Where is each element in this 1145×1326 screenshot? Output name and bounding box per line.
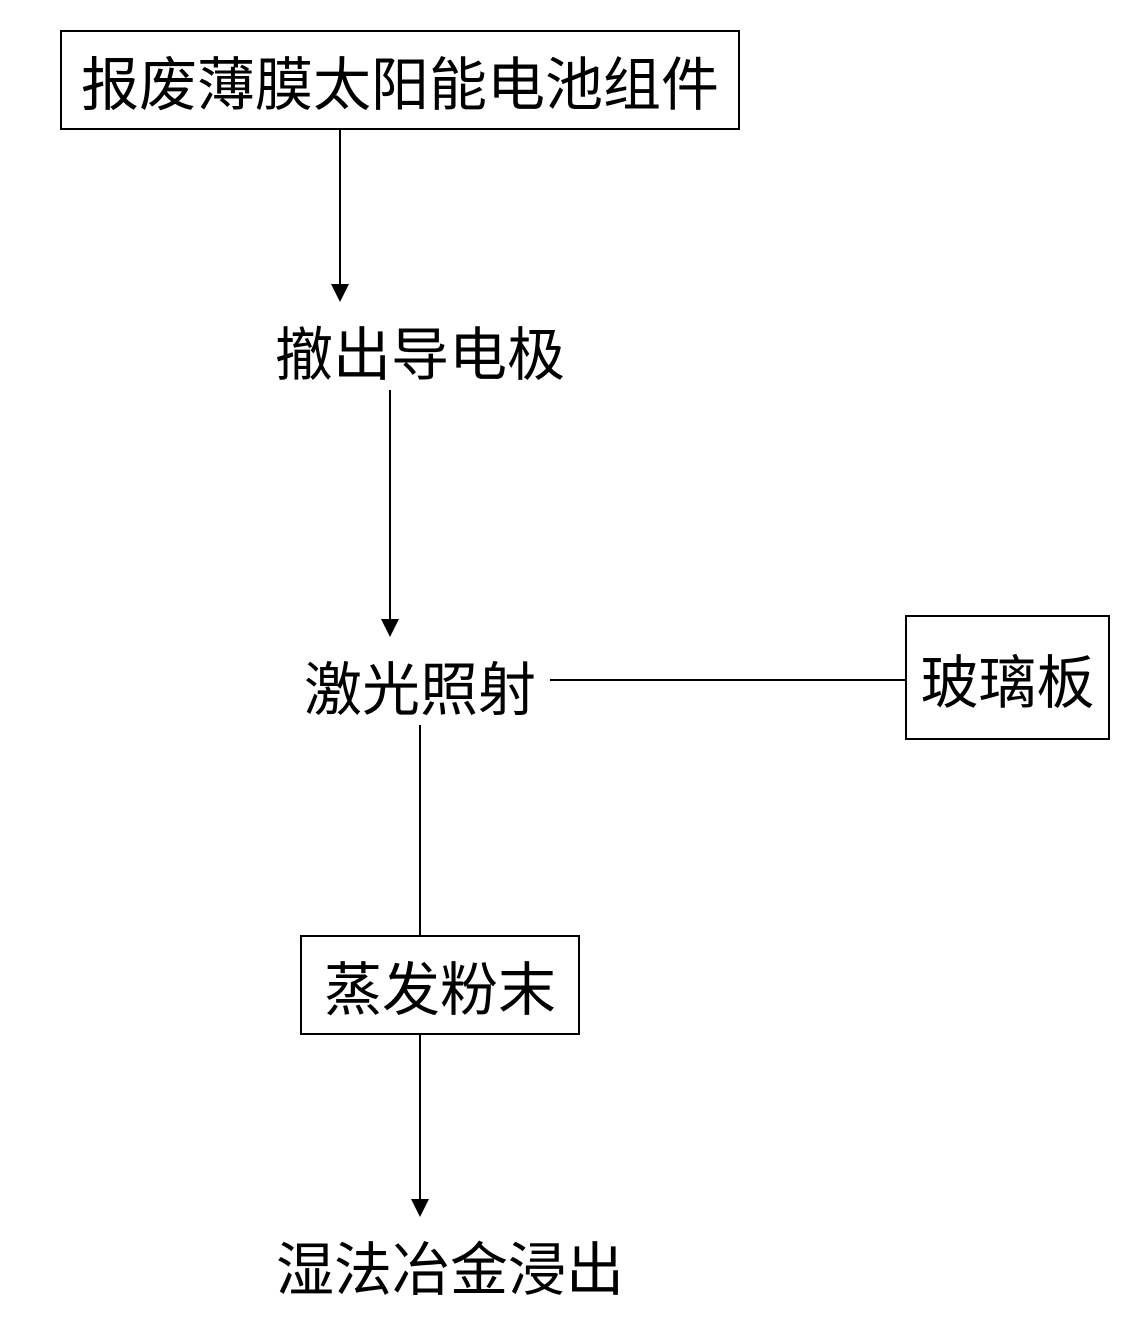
- flow-node-n2: 撤出导电极: [260, 310, 580, 390]
- flow-node-n1: 报废薄膜太阳能电池组件: [60, 30, 740, 130]
- flow-node-label: 撤出导电极: [275, 308, 565, 392]
- flow-node-n3: 激光照射: [290, 645, 550, 725]
- flow-node-n4: 玻璃板: [905, 615, 1110, 740]
- flow-node-label: 玻璃板: [920, 636, 1094, 720]
- flow-node-label: 激光照射: [304, 643, 536, 727]
- flow-node-label: 湿法冶金浸出: [276, 1223, 624, 1307]
- flow-node-label: 蒸发粉末: [324, 943, 556, 1027]
- flow-node-label: 报废薄膜太阳能电池组件: [81, 38, 719, 122]
- flow-node-n5: 蒸发粉末: [300, 935, 580, 1035]
- flow-node-n6: 湿法冶金浸出: [250, 1225, 650, 1305]
